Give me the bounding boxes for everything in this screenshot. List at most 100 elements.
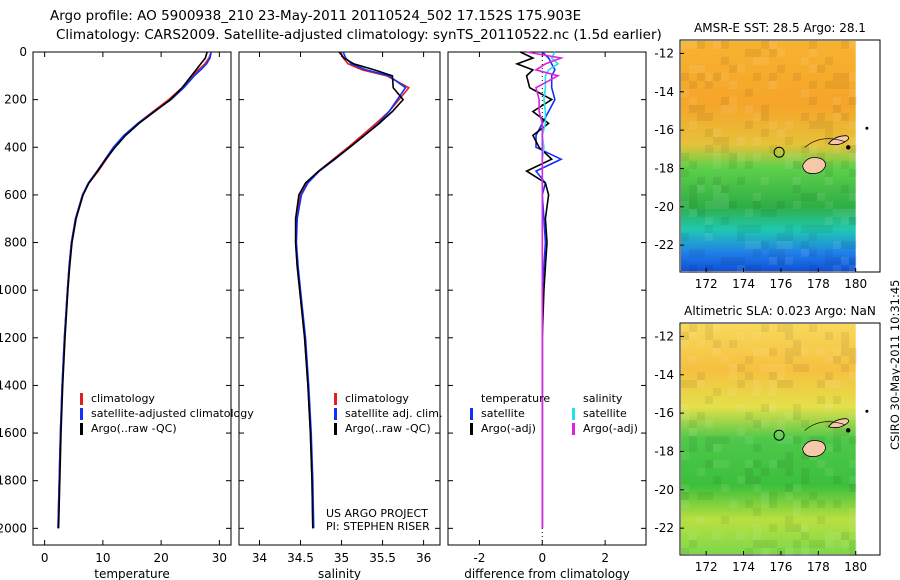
field-cell [841,41,849,49]
field-cell [793,73,801,81]
field-cell [705,113,713,121]
field-cell [849,193,857,201]
field-cell [761,404,769,412]
field-cell [785,452,793,460]
field-cell [689,193,697,201]
field-cell [785,492,793,500]
field-cell [689,436,697,444]
field-cell [833,356,841,364]
field-cell [849,508,857,516]
field-cell [801,57,809,65]
series-line [526,51,565,529]
field-cell [753,332,761,340]
field-cell [777,460,785,468]
field-cell [833,348,841,356]
field-cell [849,153,857,161]
field-cell [769,380,777,388]
field-cell [737,380,745,388]
field-cell [785,137,793,145]
field-cell [833,257,841,265]
field-cell [753,460,761,468]
field-cell [737,428,745,436]
field-cell [745,225,753,233]
field-cell [809,265,817,273]
field-cell [761,129,769,137]
field-cell [809,121,817,129]
field-cell [817,396,825,404]
field-cell [753,444,761,452]
field-cell [689,209,697,217]
field-cell [785,348,793,356]
field-cell [793,436,801,444]
series-line [57,51,208,529]
field-cell [817,348,825,356]
field-cell [689,105,697,113]
salinity-legend: climatology satellite adj. clim. Argo(..… [334,391,442,436]
legend-label: Argo(-adj) [583,422,638,435]
legend-swatch-blank [572,393,575,405]
field-cell [817,380,825,388]
field-cell [753,49,761,57]
field-cell [777,65,785,73]
field-cell [713,476,721,484]
field-cell [681,404,689,412]
sst-map-panel: 172 174 176 178 180 -12 -14 -16 -18 -20 -22 AMSR-E … [654,21,881,291]
field-cell [705,217,713,225]
field-cell [745,476,753,484]
field-cell [681,332,689,340]
field-cell [817,436,825,444]
temperature-panel: 0 10 20 30 0 200 400 600 800 1000 1200 1400 1600 1800… [0,45,232,580]
field-cell [721,460,729,468]
field-cell [753,57,761,65]
field-cell [713,340,721,348]
field-cell [769,500,777,508]
field-cell [785,380,793,388]
legend-item-argo: Argo(-adj) [470,421,550,436]
field-cell [841,209,849,217]
field-cell [713,193,721,201]
legend-item-satellite: satellite [572,406,638,421]
field-cell [721,484,729,492]
field-cell [737,137,745,145]
field-cell [769,73,777,81]
field-cell [705,129,713,137]
field-cell [681,89,689,97]
field-cell [737,257,745,265]
field-cell [681,500,689,508]
field-cell [833,113,841,121]
island-viti-levu [802,440,826,457]
field-cell [833,97,841,105]
field-cell [777,49,785,57]
field-cell [753,388,761,396]
series-line [294,51,405,529]
field-cell [785,412,793,420]
field-cell [809,81,817,89]
legend-item-satellite: satellite-adjusted climatology [80,406,254,421]
field-cell [849,145,857,153]
legend-item-argo: Argo(..raw -QC) [334,421,442,436]
field-cell [785,332,793,340]
field-cell [769,364,777,372]
legend-item-argo: Argo(-adj) [572,421,638,436]
legend-label: satellite [583,407,627,420]
legend-swatch-red [80,392,83,405]
y-tick-label: 1800 [0,474,27,488]
field-cell [697,380,705,388]
field-cell [713,436,721,444]
field-cell [753,532,761,540]
field-cell [849,548,857,556]
field-cell [769,388,777,396]
plot-frame [447,51,647,546]
field-cell [841,257,849,265]
field-cell [689,41,697,49]
legend-swatch-blue [334,407,337,420]
y-tick-label: 400 [4,140,27,154]
field-cell [721,145,729,153]
field-cell [761,113,769,121]
field-cell [809,41,817,49]
field-cell [841,540,849,548]
x-tick-label: 10 [95,551,110,565]
y-tick-label: 200 [4,93,27,107]
field-cell [737,153,745,161]
field-cell [753,265,761,273]
